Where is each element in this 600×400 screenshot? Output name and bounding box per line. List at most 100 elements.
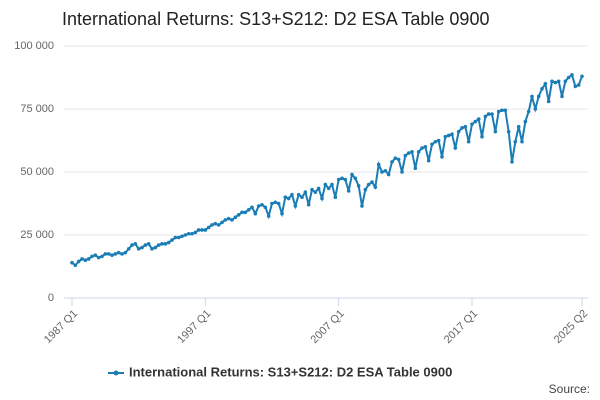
point <box>183 233 188 237</box>
point <box>330 182 334 187</box>
point <box>510 160 514 164</box>
point <box>280 211 284 216</box>
point <box>446 133 451 138</box>
point <box>286 196 291 201</box>
point <box>133 242 138 246</box>
point <box>126 247 131 251</box>
point <box>173 235 178 240</box>
chart-title: International Returns: S13+S212: D2 ESA … <box>62 9 489 29</box>
point <box>473 119 478 124</box>
point <box>113 252 118 256</box>
point <box>516 124 521 129</box>
point <box>213 221 218 226</box>
point <box>110 253 114 257</box>
point <box>90 254 94 259</box>
point <box>383 168 388 173</box>
point <box>553 80 558 85</box>
point <box>320 196 324 201</box>
point <box>313 190 318 194</box>
point <box>556 79 561 84</box>
point <box>233 215 238 220</box>
point <box>390 160 394 164</box>
source-label: Source: <box>549 382 590 396</box>
y-tick-label: 0 <box>48 292 54 304</box>
point <box>450 132 454 136</box>
point <box>190 231 194 236</box>
point <box>356 184 361 188</box>
point <box>463 124 468 129</box>
point <box>323 182 328 187</box>
point <box>430 142 434 147</box>
point <box>493 129 498 134</box>
point <box>513 139 518 144</box>
point <box>256 204 261 208</box>
point <box>566 75 571 80</box>
point <box>170 238 174 242</box>
point <box>343 177 348 182</box>
point <box>253 211 258 216</box>
point <box>293 204 298 208</box>
point <box>443 134 448 139</box>
point <box>236 213 241 217</box>
point <box>496 109 501 114</box>
point <box>403 153 408 158</box>
point <box>300 195 304 199</box>
point <box>196 228 201 232</box>
point <box>163 242 168 246</box>
point <box>186 231 191 236</box>
point <box>363 187 368 192</box>
y-tick-label: 25 000 <box>20 229 54 241</box>
point <box>260 202 264 207</box>
point <box>123 250 128 255</box>
point <box>456 129 461 134</box>
point <box>136 247 141 251</box>
point <box>543 82 548 86</box>
point <box>386 172 391 177</box>
point <box>140 245 144 250</box>
point <box>416 150 421 154</box>
point <box>270 201 274 206</box>
point <box>376 162 381 167</box>
point <box>480 134 484 139</box>
point <box>246 208 251 212</box>
point <box>86 257 91 261</box>
point <box>476 117 481 121</box>
point <box>523 119 528 124</box>
point <box>103 252 108 256</box>
point <box>220 220 224 225</box>
point <box>73 263 78 268</box>
point <box>83 258 88 263</box>
point <box>370 180 374 184</box>
point <box>433 139 438 144</box>
point <box>250 205 254 210</box>
legend-label: International Returns: S13+S212: D2 ESA … <box>129 364 452 379</box>
point <box>346 189 351 193</box>
point <box>470 122 474 126</box>
point <box>206 225 211 230</box>
point <box>303 190 308 194</box>
point <box>573 84 578 89</box>
series-line <box>71 73 583 267</box>
point <box>193 230 198 235</box>
point <box>380 170 384 174</box>
point <box>466 139 471 144</box>
point <box>130 243 134 247</box>
point <box>526 109 531 114</box>
point <box>160 242 164 246</box>
point <box>426 158 431 163</box>
point <box>166 240 171 245</box>
point <box>143 243 148 247</box>
point <box>243 210 248 215</box>
x-tick-label: 2007 Q1 <box>309 308 347 346</box>
point <box>550 79 554 84</box>
point <box>266 214 271 218</box>
point <box>76 259 81 264</box>
point <box>106 252 111 256</box>
point <box>226 216 231 221</box>
point <box>176 235 181 240</box>
point <box>150 247 154 251</box>
point <box>353 176 358 181</box>
point <box>200 228 204 232</box>
point <box>393 156 398 160</box>
